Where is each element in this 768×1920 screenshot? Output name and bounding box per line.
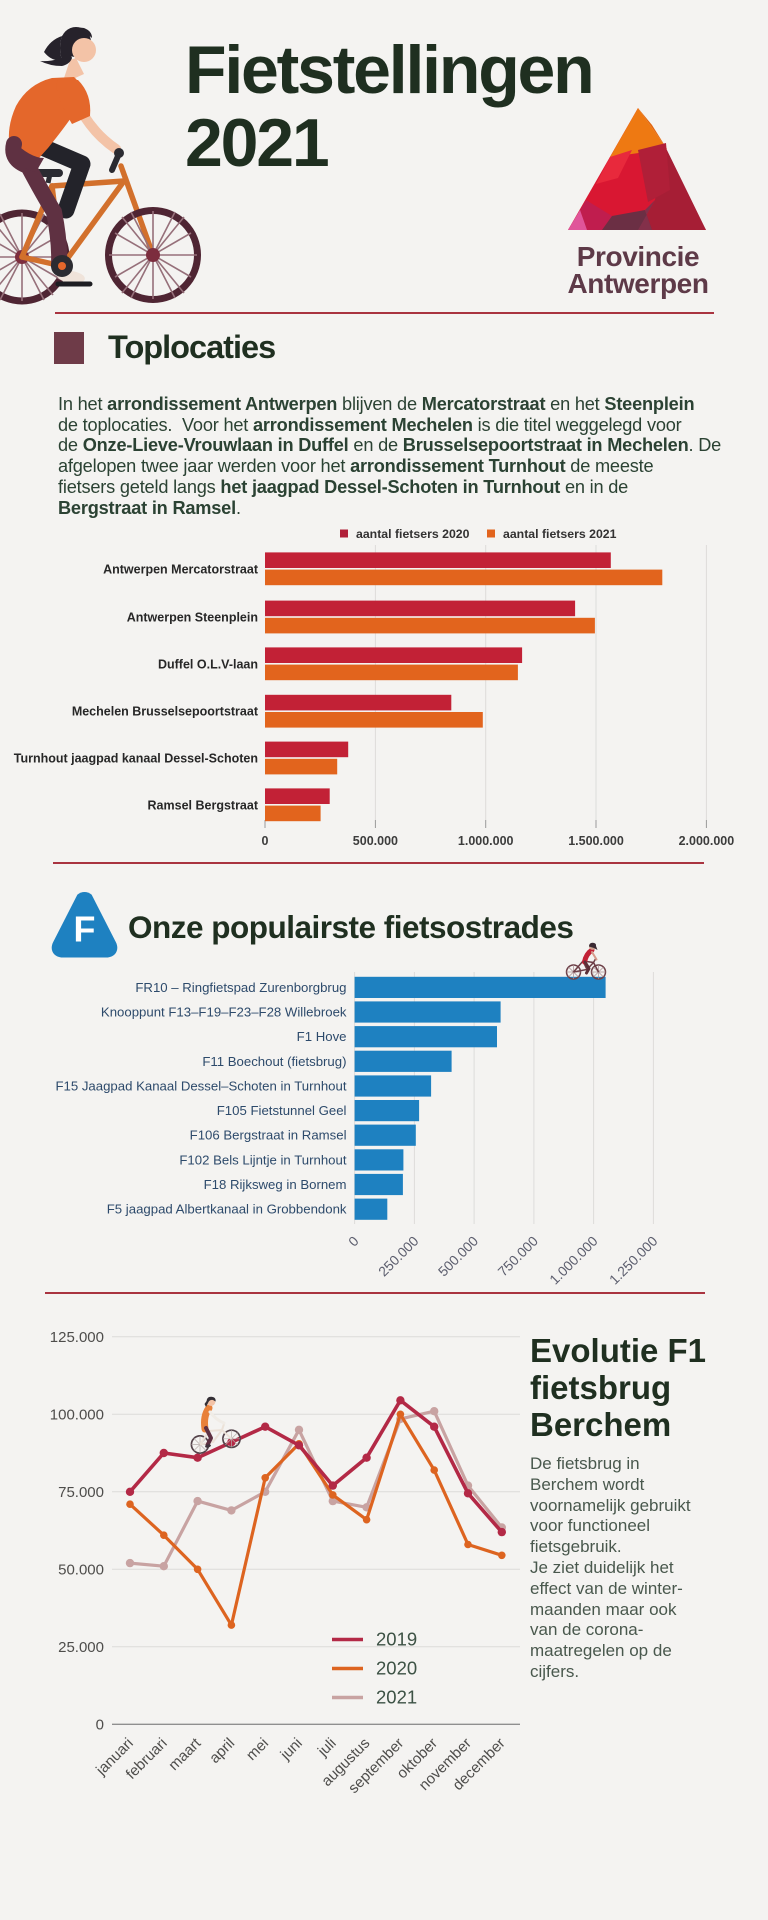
svg-text:1.000.000: 1.000.000: [547, 1233, 601, 1287]
svg-text:0: 0: [262, 834, 269, 848]
svg-text:75.000: 75.000: [58, 1484, 104, 1501]
svg-text:juli: juli: [314, 1735, 340, 1761]
svg-text:2019: 2019: [376, 1629, 417, 1650]
svg-text:F: F: [74, 909, 96, 949]
svg-text:mei: mei: [243, 1735, 272, 1764]
svg-text:125.000: 125.000: [50, 1329, 104, 1346]
svg-text:25.000: 25.000: [58, 1639, 104, 1656]
svg-text:1.500.000: 1.500.000: [568, 834, 624, 848]
svg-text:maart: maart: [165, 1734, 205, 1774]
svg-text:0: 0: [96, 1716, 104, 1733]
svg-text:F18 Rijksweg in Bornem: F18 Rijksweg in Bornem: [204, 1177, 347, 1192]
svg-text:2.000.000: 2.000.000: [679, 834, 735, 848]
svg-text:500.000: 500.000: [435, 1233, 481, 1279]
svg-text:F102 Bels Lijntje in Turnhout: F102 Bels Lijntje in Turnhout: [179, 1152, 346, 1167]
svg-text:Knooppunt F13–F19–F23–F28 Will: Knooppunt F13–F19–F23–F28 Willebroek: [101, 1005, 347, 1020]
svg-text:aantal fietsers 2021: aantal fietsers 2021: [503, 527, 617, 541]
svg-text:250.000: 250.000: [376, 1233, 422, 1279]
svg-text:F105 Fietstunnel Geel: F105 Fietstunnel Geel: [217, 1103, 347, 1118]
svg-text:F106 Bergstraat in Ramsel: F106 Bergstraat in Ramsel: [190, 1128, 347, 1143]
svg-text:750.000: 750.000: [495, 1233, 541, 1279]
svg-text:F5 jaagpad Albertkanaal in Gro: F5 jaagpad Albertkanaal in Grobbendonk: [107, 1202, 347, 1217]
svg-text:2021: 2021: [376, 1687, 417, 1708]
svg-text:Duffel O.L.V-laan: Duffel O.L.V-laan: [158, 657, 258, 671]
svg-text:1.250.000: 1.250.000: [607, 1233, 661, 1287]
svg-text:100.000: 100.000: [50, 1406, 104, 1423]
svg-text:Ramsel Bergstraat: Ramsel Bergstraat: [148, 798, 259, 812]
svg-text:Antwerpen Mercatorstraat: Antwerpen Mercatorstraat: [103, 562, 259, 576]
svg-text:1.000.000: 1.000.000: [458, 834, 514, 848]
svg-text:0: 0: [346, 1233, 362, 1249]
svg-text:april: april: [206, 1735, 238, 1767]
svg-text:2020: 2020: [376, 1658, 417, 1679]
svg-text:50.000: 50.000: [58, 1561, 104, 1578]
svg-text:F11 Boechout (fietsbrug): F11 Boechout (fietsbrug): [202, 1054, 346, 1069]
svg-text:FR10 – Ringfietspad Zurenborgb: FR10 – Ringfietspad Zurenborgbrug: [135, 980, 346, 995]
svg-text:Turnhout jaagpad kanaal Dessel: Turnhout jaagpad kanaal Dessel-Schoten: [14, 752, 258, 766]
svg-text:Antwerpen Steenplein: Antwerpen Steenplein: [127, 611, 258, 625]
svg-text:F15 Jaagpad Kanaal Dessel–Scho: F15 Jaagpad Kanaal Dessel–Schoten in Tur…: [55, 1079, 346, 1094]
svg-text:aantal fietsers 2020: aantal fietsers 2020: [356, 527, 470, 541]
svg-text:Mechelen Brusselsepoortstraat: Mechelen Brusselsepoortstraat: [72, 705, 259, 719]
svg-text:juni: juni: [277, 1735, 306, 1764]
svg-text:F1 Hove: F1 Hove: [297, 1029, 347, 1044]
svg-text:500.000: 500.000: [353, 834, 398, 848]
